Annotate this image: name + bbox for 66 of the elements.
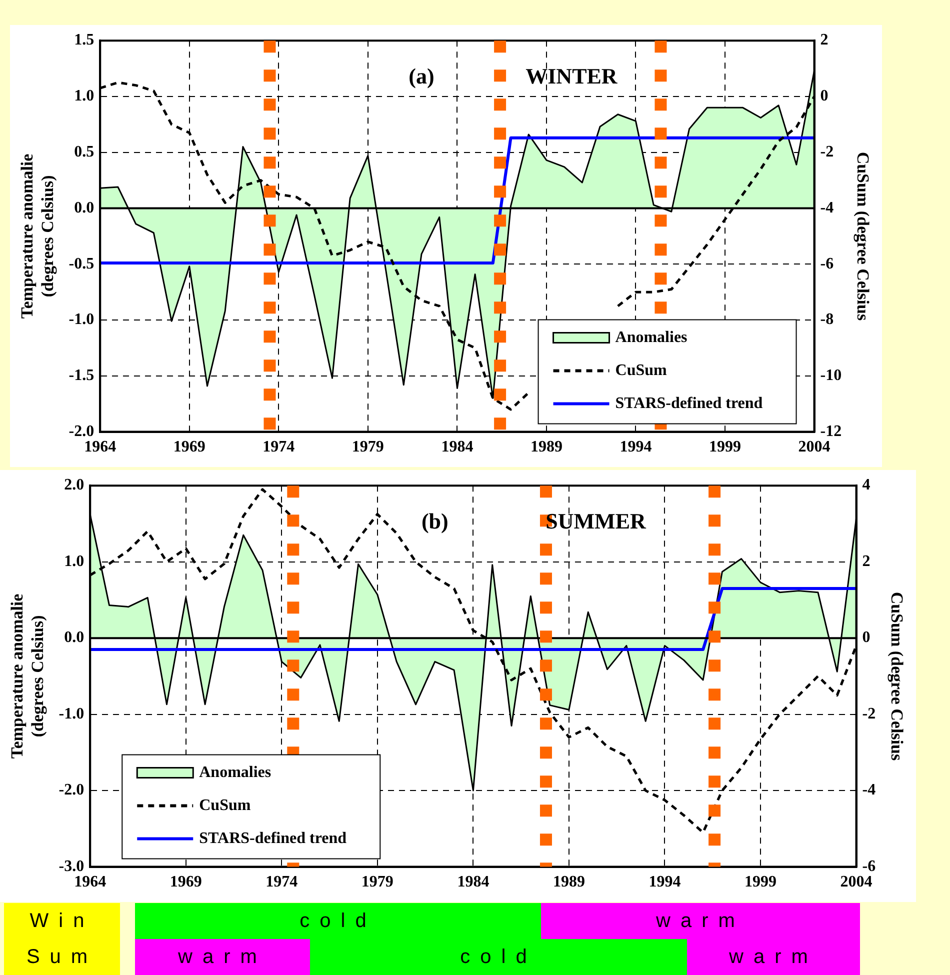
y-tick-label: -2.0 (58, 782, 84, 799)
y-axis-title: Temperature anomalie (degrees Celsius) (8, 593, 47, 759)
y-tick-label: -3.0 (58, 858, 84, 875)
x-tick-label: 1969 (173, 438, 206, 456)
y2-axis-title: CuSum (degree Celsius (853, 152, 872, 321)
y2-tick-label: -12 (820, 422, 842, 440)
category-label: Win (4, 903, 120, 939)
x-tick-label: 1979 (352, 438, 384, 456)
y2-tick-label: -6 (820, 255, 834, 272)
legend-label: Anomalies (615, 328, 688, 346)
category-label: cold (135, 903, 541, 939)
y-tick-label: 0.5 (74, 144, 94, 161)
category-label: cold (310, 939, 687, 975)
y-axis-title: Temperature anomalie (degrees Celsius) (18, 153, 57, 319)
text: WINTER (526, 63, 618, 88)
y2-tick-label: -4 (820, 199, 834, 216)
x-tick-label: 1999 (744, 874, 777, 891)
y2-tick-label: -10 (820, 367, 842, 384)
legend-label: STARS-defined trend (199, 830, 347, 847)
y-tick-label: -1.0 (68, 311, 94, 328)
legend-label: Anomalies (199, 764, 272, 781)
y-tick-label: 2.0 (64, 476, 84, 494)
y-tick-label: 1.5 (74, 32, 94, 49)
y-tick-label: 0.0 (74, 199, 94, 216)
y-tick-label: 0.0 (64, 629, 84, 646)
category-label: warm (135, 939, 310, 975)
x-tick-label: 1969 (170, 874, 202, 891)
x-tick-label: 1984 (441, 438, 474, 456)
y2-tick-label: -6 (862, 858, 876, 875)
y-tick-label: -0.5 (68, 255, 94, 272)
y2-tick-label: -8 (820, 311, 834, 328)
legend-label: CuSum (199, 796, 252, 814)
x-tick-label: 1964 (74, 874, 106, 891)
x-tick-label: 2004 (798, 438, 830, 456)
x-tick-label: 1994 (648, 874, 681, 891)
y2-tick-label: -2 (862, 705, 876, 722)
y2-tick-label: 2 (820, 32, 828, 49)
legend-label: CuSum (615, 362, 668, 379)
category-label: warm (541, 903, 860, 939)
y2-tick-label: -4 (862, 782, 876, 799)
x-tick-label: 1984 (457, 874, 490, 891)
x-tick-label: 1964 (84, 438, 116, 456)
x-tick-label: 2004 (840, 874, 872, 891)
y2-tick-label: -2 (820, 144, 834, 161)
x-tick-label: 1999 (709, 438, 742, 456)
y2-axis-title: CuSum (degree Celsius (887, 592, 906, 761)
x-tick-label: 1974 (262, 438, 295, 456)
y2-tick-label: 4 (862, 476, 870, 494)
x-tick-label: 1989 (552, 874, 585, 891)
x-tick-label: 1974 (266, 874, 298, 891)
y2-tick-label: 0 (862, 629, 870, 646)
text: (b) (421, 508, 448, 534)
text: (a) (408, 63, 434, 88)
y-tick-label: -1.0 (58, 705, 84, 722)
x-tick-label: 1979 (361, 874, 394, 891)
y-tick-label: -1.5 (68, 367, 94, 384)
category-label: warm (687, 939, 860, 975)
y-tick-label: -2.0 (68, 422, 94, 440)
category-label: Sum (4, 939, 120, 975)
y2-tick-label: 0 (820, 88, 828, 105)
y2-tick-label: 2 (862, 552, 870, 570)
x-tick-label: 1994 (620, 438, 652, 456)
legend-label: STARS-defined trend (615, 394, 763, 412)
y-tick-label: 1.0 (74, 88, 94, 105)
x-tick-label: 1989 (530, 438, 562, 456)
y-tick-label: 1.0 (64, 552, 84, 570)
